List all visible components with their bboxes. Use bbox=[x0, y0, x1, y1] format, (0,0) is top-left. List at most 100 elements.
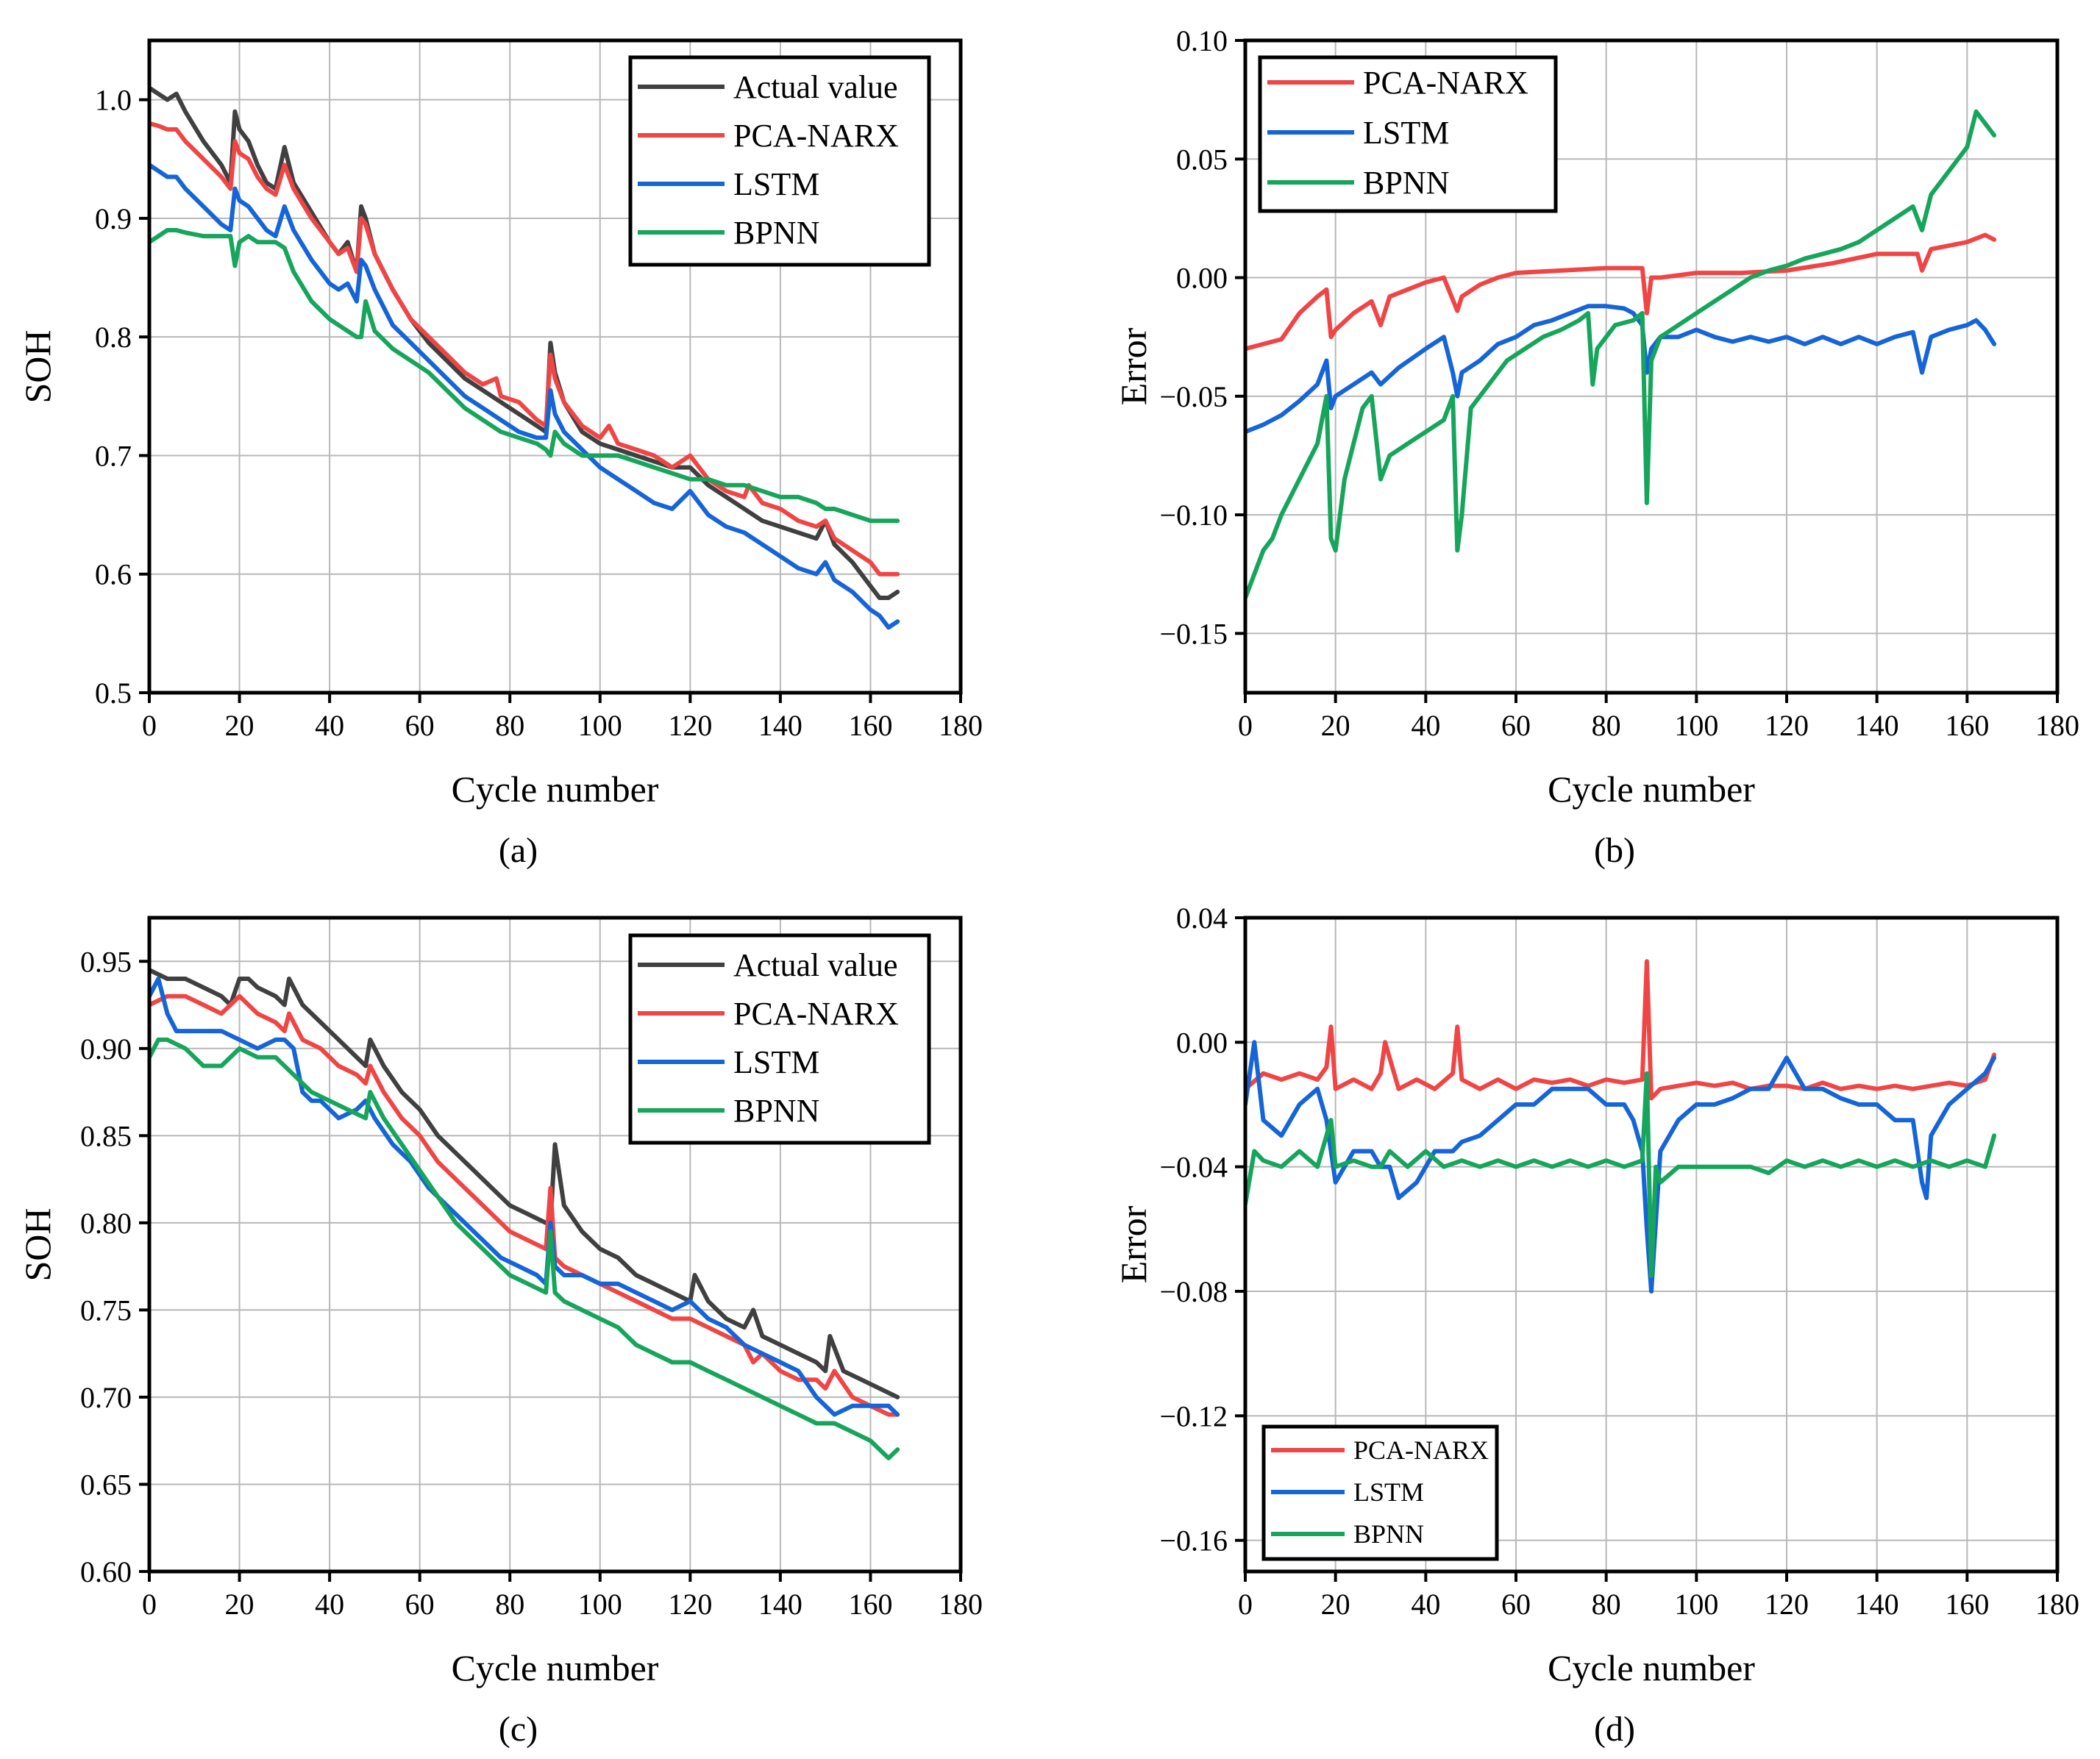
y-tick-label: 0.00 bbox=[1176, 1026, 1228, 1059]
y-tick-label: 0.70 bbox=[80, 1381, 132, 1414]
x-tick-label: 160 bbox=[848, 1588, 892, 1621]
y-axis-label: SOH bbox=[17, 1207, 58, 1281]
y-tick-label: −0.15 bbox=[1159, 617, 1228, 650]
y-tick-label: 0.6 bbox=[95, 558, 132, 591]
x-tick-label: 0 bbox=[142, 1588, 157, 1621]
legend-label: PCA-NARX bbox=[733, 118, 899, 154]
chart-panel-0: 0 20 40 60 80 100 120 140 160 180 0.5 0.6 0.7 0.8 0.9 1… bbox=[17, 38, 983, 870]
series-line-pca-narx bbox=[1245, 959, 1997, 1101]
x-tick-label: 140 bbox=[758, 709, 802, 742]
y-tick-label: 0.04 bbox=[1176, 902, 1228, 935]
x-axis-label: Cycle number bbox=[1548, 768, 1755, 810]
y-tick-label: 0.05 bbox=[1176, 143, 1228, 176]
y-tick-label: −0.08 bbox=[1159, 1275, 1228, 1308]
legend-label: Actual value bbox=[733, 947, 898, 983]
x-tick-label: 120 bbox=[1765, 1588, 1809, 1621]
series-line-lstm bbox=[1245, 1040, 1997, 1294]
y-tick-label: 0.5 bbox=[95, 677, 132, 710]
legend-label: BPNN bbox=[1353, 1519, 1424, 1549]
x-tick-label: 0 bbox=[1238, 1588, 1253, 1621]
x-tick-label: 100 bbox=[578, 709, 622, 742]
chart-panel-1: 0 20 40 60 80 100 120 140 160 180 −0.15 −0.10 −0.05 0… bbox=[1113, 24, 2079, 870]
chart-panel-2: 0 20 40 60 80 100 120 140 160 180 0.60 0.65 0.70 0.75… bbox=[17, 916, 983, 1749]
x-tick-label: 120 bbox=[1765, 709, 1809, 742]
x-axis-label: Cycle number bbox=[452, 1647, 659, 1688]
series-line-lstm bbox=[1245, 304, 1997, 435]
y-tick-label: −0.04 bbox=[1159, 1151, 1228, 1184]
legend-label: LSTM bbox=[733, 166, 819, 202]
legend-label: PCA-NARX bbox=[1363, 65, 1528, 101]
x-tick-label: 60 bbox=[1501, 709, 1531, 742]
x-tick-label: 180 bbox=[2035, 1588, 2079, 1621]
x-tick-label: 40 bbox=[1411, 709, 1440, 742]
x-tick-label: 20 bbox=[225, 709, 255, 742]
y-tick-label: 0.10 bbox=[1176, 24, 1228, 57]
x-tick-label: 120 bbox=[668, 1588, 712, 1621]
x-axis-label: Cycle number bbox=[452, 768, 659, 810]
legend: Actual value PCA-NARX LSTM BPNN bbox=[628, 55, 931, 267]
legend-label: BPNN bbox=[733, 1093, 819, 1129]
y-tick-label: 0.00 bbox=[1176, 262, 1228, 295]
x-tick-label: 60 bbox=[1501, 1588, 1531, 1621]
series-line-pca-narx bbox=[149, 121, 900, 577]
y-axis-label: Error bbox=[1113, 1205, 1154, 1283]
series-line-bpnn bbox=[149, 1037, 900, 1460]
x-tick-label: 80 bbox=[1592, 709, 1621, 742]
y-axis-label: SOH bbox=[17, 329, 58, 403]
series-line-bpnn bbox=[1245, 1071, 1997, 1278]
x-tick-label: 180 bbox=[2035, 709, 2079, 742]
series-line-bpnn bbox=[149, 228, 900, 524]
y-tick-label: −0.12 bbox=[1159, 1399, 1228, 1432]
y-tick-label: 0.9 bbox=[95, 202, 132, 235]
plot-frame bbox=[147, 916, 963, 1574]
legend-label: Actual value bbox=[733, 69, 898, 105]
x-tick-label: 60 bbox=[405, 709, 435, 742]
panel-label: (c) bbox=[499, 1710, 538, 1749]
legend-label: PCA-NARX bbox=[733, 996, 899, 1032]
x-tick-label: 120 bbox=[668, 709, 712, 742]
x-tick-label: 0 bbox=[142, 709, 157, 742]
series-line-pca-narx bbox=[149, 993, 900, 1417]
y-tick-label: −0.05 bbox=[1159, 380, 1228, 413]
series-line-bpnn bbox=[1245, 109, 1997, 600]
y-tick-label: 0.95 bbox=[80, 945, 132, 978]
panel-label: (d) bbox=[1594, 1710, 1635, 1749]
x-tick-label: 80 bbox=[495, 1588, 524, 1621]
x-tick-label: 180 bbox=[939, 1588, 983, 1621]
x-tick-label: 140 bbox=[1855, 709, 1899, 742]
panel-label: (b) bbox=[1594, 831, 1635, 870]
x-tick-label: 160 bbox=[1945, 1588, 1989, 1621]
x-tick-label: 100 bbox=[578, 1588, 622, 1621]
y-tick-label: 0.90 bbox=[80, 1032, 132, 1066]
plot-frame bbox=[1243, 38, 2060, 695]
series-line-actual-value bbox=[149, 85, 900, 600]
y-tick-label: 0.8 bbox=[95, 321, 132, 354]
x-tick-label: 100 bbox=[1674, 709, 1718, 742]
x-tick-label: 140 bbox=[1855, 1588, 1899, 1621]
y-axis-label: Error bbox=[1113, 327, 1154, 405]
legend-label: LSTM bbox=[1353, 1477, 1424, 1507]
x-tick-label: 100 bbox=[1674, 1588, 1718, 1621]
legend-label: LSTM bbox=[1363, 115, 1449, 151]
chart-panel-3: 0 20 40 60 80 100 120 140 160 180 −0.16 −0.12 −0.08 −… bbox=[1113, 902, 2079, 1749]
legend: PCA-NARX LSTM BPNN bbox=[1261, 1424, 1499, 1561]
x-tick-label: 40 bbox=[1411, 1588, 1440, 1621]
x-tick-label: 140 bbox=[758, 1588, 802, 1621]
series-line-lstm bbox=[149, 163, 900, 630]
x-tick-label: 60 bbox=[405, 1588, 435, 1621]
legend: PCA-NARX LSTM BPNN bbox=[1258, 55, 1558, 213]
legend-label: BPNN bbox=[733, 215, 819, 251]
x-tick-label: 180 bbox=[939, 709, 983, 742]
series-line-lstm bbox=[149, 977, 900, 1417]
y-tick-label: −0.16 bbox=[1159, 1524, 1228, 1558]
y-tick-label: 0.85 bbox=[80, 1119, 132, 1152]
series-line-pca-narx bbox=[1245, 232, 1997, 352]
series-line-actual-value bbox=[149, 968, 900, 1399]
legend-label: BPNN bbox=[1363, 165, 1449, 201]
x-tick-label: 40 bbox=[315, 709, 344, 742]
x-tick-label: 20 bbox=[1321, 1588, 1350, 1621]
x-tick-label: 20 bbox=[225, 1588, 255, 1621]
y-tick-label: 0.7 bbox=[95, 439, 132, 472]
x-tick-label: 40 bbox=[315, 1588, 344, 1621]
